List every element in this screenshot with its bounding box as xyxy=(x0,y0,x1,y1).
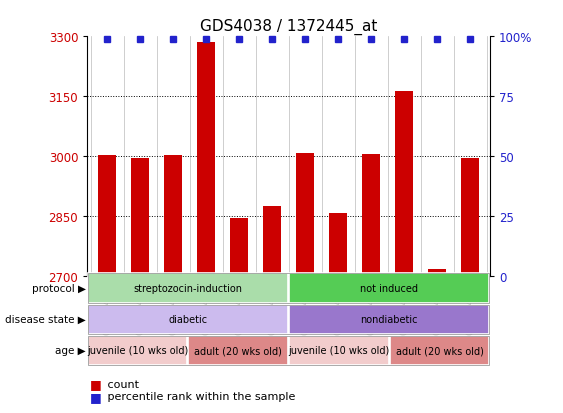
Text: count: count xyxy=(104,379,139,389)
Bar xyxy=(164,156,182,277)
Text: age ▶: age ▶ xyxy=(55,345,86,356)
Text: ■: ■ xyxy=(90,377,102,391)
Text: streptozocin-induction: streptozocin-induction xyxy=(133,283,243,294)
Text: disease state ▶: disease state ▶ xyxy=(5,314,86,325)
Bar xyxy=(98,155,116,277)
Text: juvenile (10 wks old): juvenile (10 wks old) xyxy=(87,345,188,356)
Text: diabetic: diabetic xyxy=(168,314,207,325)
Text: juvenile (10 wks old): juvenile (10 wks old) xyxy=(288,345,390,356)
Bar xyxy=(329,214,347,277)
Text: adult (20 wks old): adult (20 wks old) xyxy=(396,345,484,356)
Text: ■: ■ xyxy=(90,390,102,403)
Bar xyxy=(131,158,149,277)
Text: adult (20 wks old): adult (20 wks old) xyxy=(194,345,282,356)
Bar xyxy=(362,154,380,277)
Bar xyxy=(296,154,314,277)
Bar xyxy=(395,91,413,277)
Text: protocol ▶: protocol ▶ xyxy=(32,283,86,294)
Bar xyxy=(197,43,215,277)
Text: percentile rank within the sample: percentile rank within the sample xyxy=(104,392,296,401)
Text: not induced: not induced xyxy=(360,283,418,294)
Bar xyxy=(461,158,479,277)
Bar xyxy=(230,219,248,277)
Title: GDS4038 / 1372445_at: GDS4038 / 1372445_at xyxy=(200,18,377,34)
Bar xyxy=(428,270,446,277)
Text: nondiabetic: nondiabetic xyxy=(360,314,418,325)
Bar xyxy=(263,206,281,277)
